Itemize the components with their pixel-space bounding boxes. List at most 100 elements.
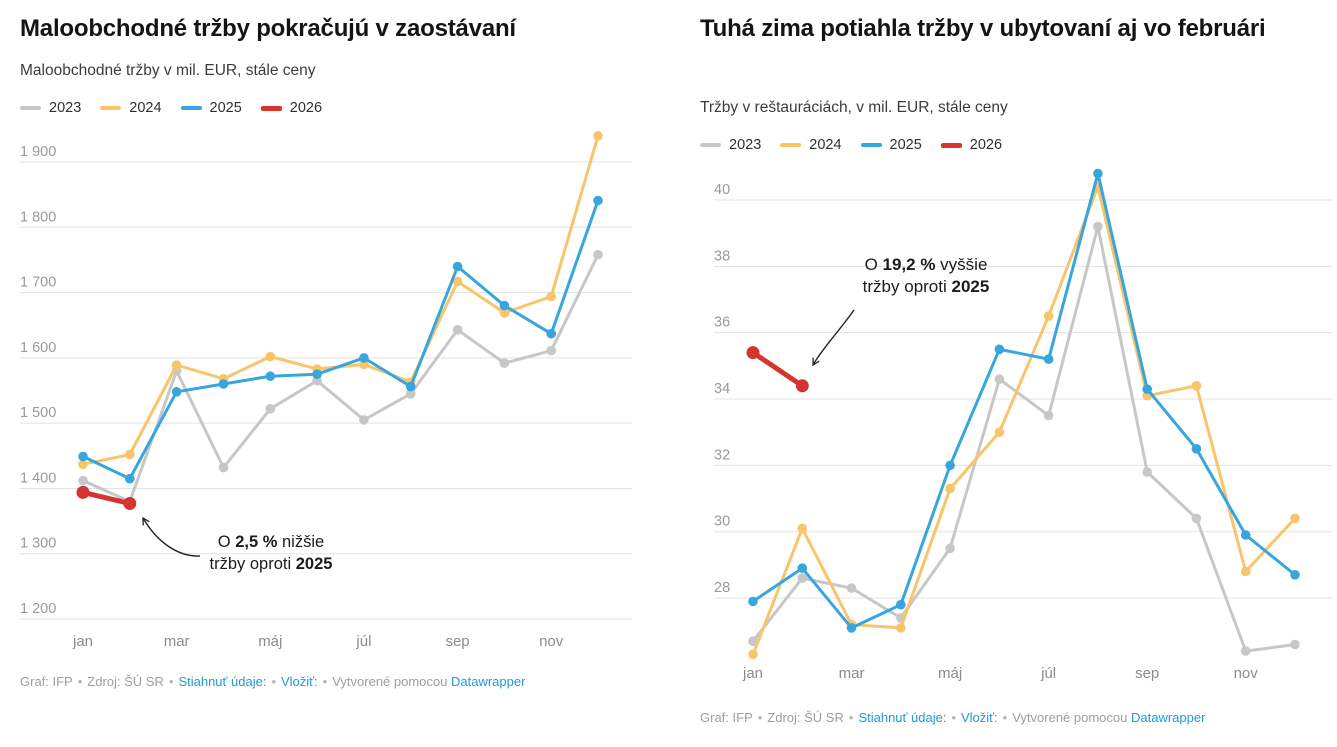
data-point-2025-aug[interactable] [405,381,416,392]
data-point-2023-sep[interactable] [1142,467,1152,477]
datawrapper-link[interactable]: Datawrapper [1131,710,1206,725]
data-point-2024-máj[interactable] [945,483,955,494]
data-point-2023-okt[interactable] [1191,513,1202,524]
separator-dot: • [77,674,83,689]
data-point-2025-mar[interactable] [171,387,182,397]
data-point-2023-máj[interactable] [945,543,955,554]
series-line-2023 [81,253,600,503]
data-point-2025-máj[interactable] [945,460,955,471]
y-axis-label-1400: 1 400 [20,470,56,486]
legend-swatch-icon [100,106,122,110]
data-point-2025-feb[interactable] [797,563,808,573]
data-point-2025-júl[interactable] [1043,354,1054,364]
data-point-2025-feb[interactable] [125,473,135,484]
x-axis-label-máj: máj [258,633,282,650]
download-data-link[interactable]: Stiahnuť údaje: [178,674,267,689]
embed-link[interactable]: Vložiť: [281,674,318,689]
data-point-2023-apr[interactable] [218,462,229,473]
annotation-text: vyššie [935,255,988,274]
data-point-2024-júl[interactable] [1043,311,1054,321]
data-point-2023-mar[interactable] [846,583,857,593]
data-point-2024-nov[interactable] [1240,566,1251,577]
legend-swatch-icon [180,106,202,110]
legend-item-2026[interactable]: 2026 [260,100,322,116]
data-point-2024-feb[interactable] [125,449,135,460]
data-point-2025-aug[interactable] [1093,168,1103,179]
annotation-bold-year: 2025 [295,554,333,573]
data-point-2023-júl[interactable] [1043,410,1054,421]
legend-item-2023[interactable]: 2023 [700,137,761,153]
separator-dot: • [848,710,854,725]
legend-item-2023[interactable]: 2023 [20,100,81,116]
data-point-2024-dec[interactable] [1290,513,1300,524]
data-point-2023-dec[interactable] [1290,639,1300,650]
data-point-2024-okt[interactable] [1191,381,1202,391]
chart-subtitle: Tržby v reštauráciách, v mil. EUR, stále… [700,99,1008,116]
data-point-2025-nov[interactable] [1240,530,1251,540]
legend-label: 2023 [49,100,82,116]
data-point-2023-jún[interactable] [994,374,1005,384]
data-point-2023-aug[interactable] [1093,221,1103,232]
data-point-2025-nov[interactable] [546,328,556,339]
data-point-2025-jún[interactable] [312,369,322,379]
data-point-2024-jan[interactable] [748,649,758,660]
data-point-2024-nov[interactable] [546,291,556,302]
data-point-2025-apr[interactable] [218,379,229,389]
data-point-2026-feb[interactable] [123,497,137,510]
data-point-2023-aug[interactable] [405,389,416,399]
data-point-2025-apr[interactable] [896,599,906,610]
data-point-2024-apr[interactable] [896,623,906,633]
data-point-2025-dec[interactable] [593,195,603,206]
data-point-2025-mar[interactable] [846,623,857,633]
series-line-2025 [751,172,1297,630]
data-point-2023-nov[interactable] [546,345,556,356]
data-point-2023-sep[interactable] [452,325,463,335]
source-label: Zdroj: ŠÚ SR [87,674,164,689]
datawrapper-link[interactable]: Datawrapper [451,674,526,689]
data-point-2025-sep[interactable] [452,261,463,272]
data-point-2023-feb[interactable] [797,573,808,583]
download-data-link[interactable]: Stiahnuť údaje: [858,710,947,725]
data-point-2025-jún[interactable] [994,344,1005,355]
legend-item-2024[interactable]: 2024 [780,137,842,153]
legend-item-2026[interactable]: 2026 [940,137,1002,153]
data-point-2025-okt[interactable] [499,300,510,311]
series-line-2026 [80,489,133,506]
y-axis-label-38: 38 [714,248,730,264]
data-point-2024-feb[interactable] [797,523,808,534]
data-point-2025-okt[interactable] [1191,444,1202,454]
y-axis-label-1700: 1 700 [20,275,56,291]
data-point-2023-júl[interactable] [359,415,369,425]
data-point-2026-jan[interactable] [746,346,760,360]
data-point-2025-júl[interactable] [359,353,369,363]
data-point-2025-jan[interactable] [78,451,88,462]
data-point-2025-sep[interactable] [1142,384,1152,394]
separator-dot: • [1002,710,1008,725]
data-point-2024-sep[interactable] [452,276,463,287]
data-point-2023-okt[interactable] [499,358,510,368]
data-point-2024-dec[interactable] [593,131,603,141]
data-point-2026-jan[interactable] [76,485,90,499]
data-point-2023-dec[interactable] [593,249,603,260]
data-point-2023-máj[interactable] [265,404,276,414]
legend-item-2024[interactable]: 2024 [100,100,162,116]
data-point-2026-feb[interactable] [795,379,809,393]
separator-dot: • [168,674,174,689]
data-point-2025-dec[interactable] [1290,570,1300,580]
data-point-2024-okt[interactable] [499,308,510,318]
annotation-bold-value: 2,5 % [235,533,278,551]
legend-item-2025[interactable]: 2025 [180,100,242,116]
embed-link[interactable]: Vložiť: [961,710,998,725]
data-point-2024-mar[interactable] [171,360,182,370]
data-point-2023-jan[interactable] [748,636,758,646]
data-point-2023-jan[interactable] [78,475,88,486]
chart-subtitle: Maloobchodné tržby v mil. EUR, stále cen… [20,62,316,79]
data-point-2025-jan[interactable] [748,596,758,607]
legend: 2023 2024 2025 2026 [700,137,1002,153]
data-point-2024-jan[interactable] [78,459,88,470]
data-point-2024-máj[interactable] [265,351,276,362]
data-point-2023-nov[interactable] [1240,646,1251,656]
legend-item-2025[interactable]: 2025 [860,137,922,153]
data-point-2025-máj[interactable] [265,371,276,381]
data-point-2024-jún[interactable] [994,427,1005,438]
